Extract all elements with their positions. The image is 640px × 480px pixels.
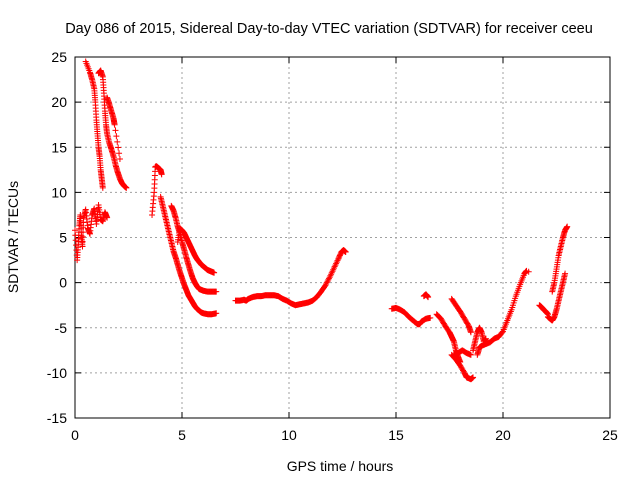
x-axis-label: GPS time / hours xyxy=(287,458,394,474)
data-point xyxy=(499,329,506,336)
data-point xyxy=(104,214,111,221)
y-tick-label: 5 xyxy=(59,230,67,246)
data-point xyxy=(470,374,477,381)
data-point xyxy=(342,248,349,255)
y-tick-label: 10 xyxy=(51,184,67,200)
data-point xyxy=(322,282,329,289)
y-axis-label: SDTVAR / TECUs xyxy=(5,181,21,293)
chart-title: Day 086 of 2015, Sidereal Day-to-day VTE… xyxy=(65,21,593,37)
data-point xyxy=(562,270,569,277)
data-point xyxy=(115,144,122,151)
data-point xyxy=(116,150,123,157)
data-point xyxy=(114,138,121,145)
y-tick-label: -15 xyxy=(47,410,67,426)
axis-ticks: 0 5 10 15 20 25 -15 -10 -5 0 5 10 15 20 25 xyxy=(47,49,618,443)
data-point xyxy=(427,314,434,321)
data-point xyxy=(323,279,330,286)
data-point xyxy=(123,184,130,191)
data-point xyxy=(213,288,220,295)
data-point xyxy=(158,171,165,178)
data-point xyxy=(467,351,474,358)
data-point xyxy=(213,310,220,317)
data-point xyxy=(323,280,330,287)
data-point xyxy=(482,335,489,342)
x-tick-label: 0 xyxy=(71,427,79,443)
x-tick-label: 15 xyxy=(388,427,404,443)
x-tick-label: 5 xyxy=(178,427,186,443)
data-point xyxy=(425,294,432,301)
data-point xyxy=(111,121,118,128)
data-point xyxy=(112,127,119,134)
data-point xyxy=(99,184,106,191)
data-points xyxy=(72,58,571,383)
x-tick-label: 25 xyxy=(602,427,618,443)
y-tick-label: 20 xyxy=(51,94,67,110)
x-tick-label: 20 xyxy=(495,427,511,443)
x-tick-label: 10 xyxy=(281,427,297,443)
y-tick-label: -5 xyxy=(55,320,68,336)
data-point xyxy=(324,278,331,285)
data-point xyxy=(525,268,532,275)
data-point xyxy=(113,133,120,140)
y-tick-label: -10 xyxy=(47,365,67,381)
data-point xyxy=(467,329,474,336)
grid-lines xyxy=(75,57,610,418)
data-point xyxy=(116,155,123,162)
data-point xyxy=(325,276,332,283)
data-point xyxy=(564,223,571,230)
data-point xyxy=(211,269,218,276)
y-tick-label: 0 xyxy=(59,275,67,291)
y-tick-label: 15 xyxy=(51,139,67,155)
y-tick-label: 25 xyxy=(51,49,67,65)
data-point xyxy=(325,275,332,282)
